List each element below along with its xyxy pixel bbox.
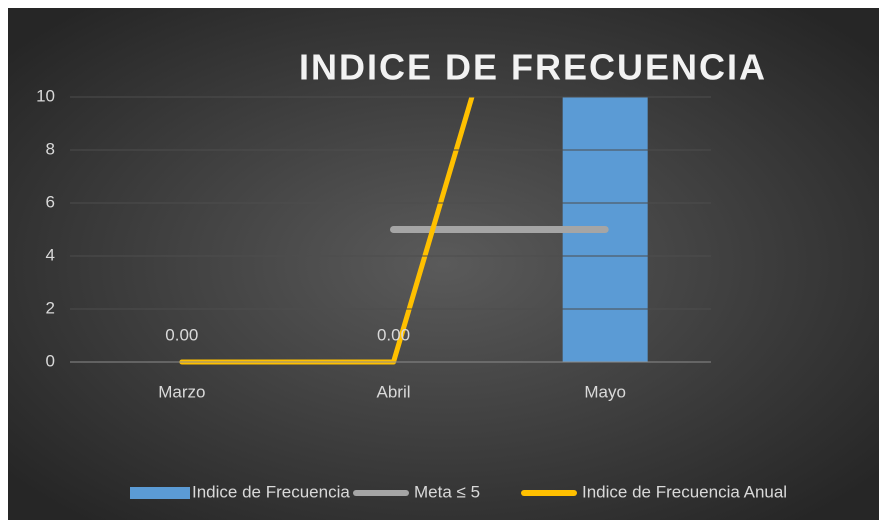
data-label: 0.00 <box>165 325 198 344</box>
y-tick-label: 6 <box>46 192 55 211</box>
legend-label: Meta ≤ 5 <box>414 482 480 501</box>
legend-label: Indice de Frecuencia Anual <box>582 482 787 501</box>
y-tick-label: 8 <box>46 139 55 158</box>
chart-background <box>8 8 879 520</box>
y-tick-label: 4 <box>46 245 55 264</box>
x-tick-label: Marzo <box>158 382 205 401</box>
y-tick-label: 2 <box>46 298 55 317</box>
plot-area <box>179 97 648 365</box>
y-tick-label: 0 <box>46 351 55 370</box>
legend-swatch <box>130 487 190 499</box>
x-tick-label: Abril <box>376 382 410 401</box>
y-tick-label: 10 <box>36 86 55 105</box>
legend-label: Indice de Frecuencia <box>192 482 350 501</box>
x-tick-label: Mayo <box>584 382 626 401</box>
data-label: 0.00 <box>377 325 410 344</box>
chart-title: INDICE DE FRECUENCIA <box>299 47 767 88</box>
